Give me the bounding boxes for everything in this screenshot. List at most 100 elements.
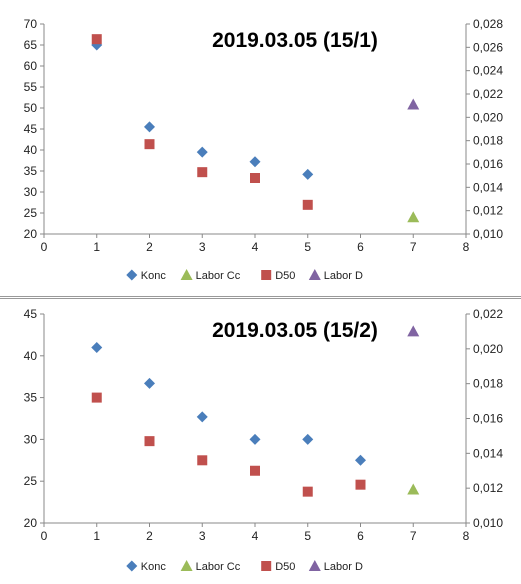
x-tick-label: 3 bbox=[199, 529, 206, 543]
legend-marker bbox=[180, 560, 193, 571]
y-tick-label: 45 bbox=[24, 122, 38, 136]
legend-label: Labor Cc bbox=[196, 561, 241, 573]
data-point bbox=[144, 121, 155, 133]
y2-tick-label: 0,022 bbox=[473, 307, 503, 321]
y2-tick-label: 0,024 bbox=[473, 64, 503, 78]
data-point bbox=[91, 34, 102, 45]
y2-tick-label: 0,018 bbox=[473, 134, 503, 148]
x-tick-label: 6 bbox=[357, 240, 364, 254]
y-tick-label: 40 bbox=[24, 349, 38, 363]
data-point bbox=[302, 433, 314, 445]
data-point bbox=[407, 483, 420, 495]
x-tick-label: 6 bbox=[357, 529, 364, 543]
y2-tick-label: 0,014 bbox=[473, 180, 503, 194]
y2-tick-label: 0,016 bbox=[473, 412, 503, 426]
y-tick-label: 45 bbox=[24, 307, 38, 321]
y-tick-label: 60 bbox=[24, 59, 38, 73]
data-point bbox=[355, 479, 366, 490]
data-point bbox=[144, 436, 155, 447]
data-point bbox=[144, 377, 155, 389]
y2-tick-label: 0,028 bbox=[473, 17, 503, 31]
legend-label: D50 bbox=[275, 561, 295, 573]
y2-tick-label: 0,026 bbox=[473, 40, 503, 54]
data-point bbox=[407, 211, 420, 223]
y2-tick-label: 0,018 bbox=[473, 377, 503, 391]
legend-marker bbox=[126, 560, 138, 572]
chart-title: 2019.03.05 (15/2) bbox=[212, 319, 378, 342]
y-tick-label: 35 bbox=[24, 164, 38, 178]
data-point bbox=[91, 392, 102, 403]
legend-marker bbox=[308, 560, 321, 571]
data-point bbox=[91, 341, 103, 353]
data-point bbox=[407, 98, 420, 110]
y-tick-label: 55 bbox=[24, 80, 38, 94]
series-konc bbox=[91, 341, 366, 466]
legend-label: Labor D bbox=[324, 270, 363, 282]
series-labor-d bbox=[407, 325, 420, 337]
y2-tick-label: 0,010 bbox=[473, 516, 503, 530]
y2-tick-label: 0,022 bbox=[473, 87, 503, 101]
series-d50 bbox=[91, 34, 313, 210]
x-tick-label: 2 bbox=[146, 240, 153, 254]
y-tick-label: 25 bbox=[24, 206, 38, 220]
data-point bbox=[144, 139, 155, 150]
y-tick-label: 30 bbox=[24, 185, 38, 199]
x-tick-label: 5 bbox=[304, 529, 311, 543]
legend-item: Konc bbox=[126, 269, 167, 282]
legend-item: Labor D bbox=[308, 269, 363, 282]
y-tick-label: 20 bbox=[24, 227, 38, 241]
legend-item: Konc bbox=[126, 560, 167, 573]
y-tick-label: 35 bbox=[24, 391, 38, 405]
legend-label: D50 bbox=[275, 270, 295, 282]
x-tick-label: 1 bbox=[93, 240, 100, 254]
y2-tick-label: 0,012 bbox=[473, 481, 503, 495]
chart-title: 2019.03.05 (15/1) bbox=[212, 29, 378, 52]
data-point bbox=[196, 411, 208, 423]
y2-tick-label: 0,010 bbox=[473, 227, 503, 241]
x-tick-label: 1 bbox=[93, 529, 100, 543]
legend: Konc Labor Cc D50 Labor D bbox=[126, 560, 363, 573]
x-tick-label: 5 bbox=[304, 240, 311, 254]
x-tick-label: 4 bbox=[252, 240, 259, 254]
x-tick-label: 2 bbox=[146, 529, 153, 543]
legend-marker bbox=[126, 269, 138, 281]
data-point bbox=[302, 168, 314, 180]
legend-item: Labor Cc bbox=[180, 269, 241, 282]
legend-label: Konc bbox=[141, 561, 167, 573]
series-d50 bbox=[91, 392, 366, 497]
data-point bbox=[250, 173, 260, 183]
legend-item: D50 bbox=[261, 270, 295, 282]
y-tick-label: 50 bbox=[24, 101, 38, 115]
data-point bbox=[355, 454, 366, 466]
y2-tick-label: 0,020 bbox=[473, 342, 503, 356]
data-point bbox=[196, 146, 208, 158]
data-point bbox=[249, 156, 261, 168]
legend: Konc Labor Cc D50 Labor D bbox=[126, 269, 363, 282]
y-tick-label: 30 bbox=[24, 432, 38, 446]
series-labor-cc bbox=[407, 483, 420, 495]
legend-label: Konc bbox=[141, 270, 167, 282]
y2-tick-label: 0,016 bbox=[473, 157, 503, 171]
x-tick-label: 8 bbox=[463, 529, 470, 543]
y2-tick-label: 0,020 bbox=[473, 110, 503, 124]
x-tick-label: 8 bbox=[463, 240, 470, 254]
legend-item: D50 bbox=[261, 561, 295, 573]
x-tick-label: 7 bbox=[410, 240, 417, 254]
legend-marker bbox=[261, 561, 272, 571]
legend-label: Labor Cc bbox=[196, 270, 241, 282]
legend-marker bbox=[261, 270, 272, 280]
legend-item: Labor D bbox=[308, 560, 363, 573]
series-labor-d bbox=[407, 98, 420, 110]
data-point bbox=[302, 199, 313, 210]
data-point bbox=[250, 465, 260, 476]
y2-tick-label: 0,012 bbox=[473, 204, 503, 218]
x-tick-label: 3 bbox=[199, 240, 206, 254]
y-tick-label: 25 bbox=[24, 474, 38, 488]
y2-tick-label: 0,014 bbox=[473, 446, 503, 460]
chart-1: 0 1 2 3 4 5 6 7 820253035404550556065700,0100,01… bbox=[24, 17, 504, 282]
legend-marker bbox=[180, 269, 193, 280]
data-point bbox=[197, 167, 208, 178]
y-tick-label: 70 bbox=[24, 17, 38, 31]
chart-panel-2: 0 1 2 3 4 5 6 7 8 20 25 30 35 40 45 0,010 0,012 0,014 0,01… bbox=[0, 298, 521, 584]
legend-label: Labor D bbox=[324, 561, 363, 573]
